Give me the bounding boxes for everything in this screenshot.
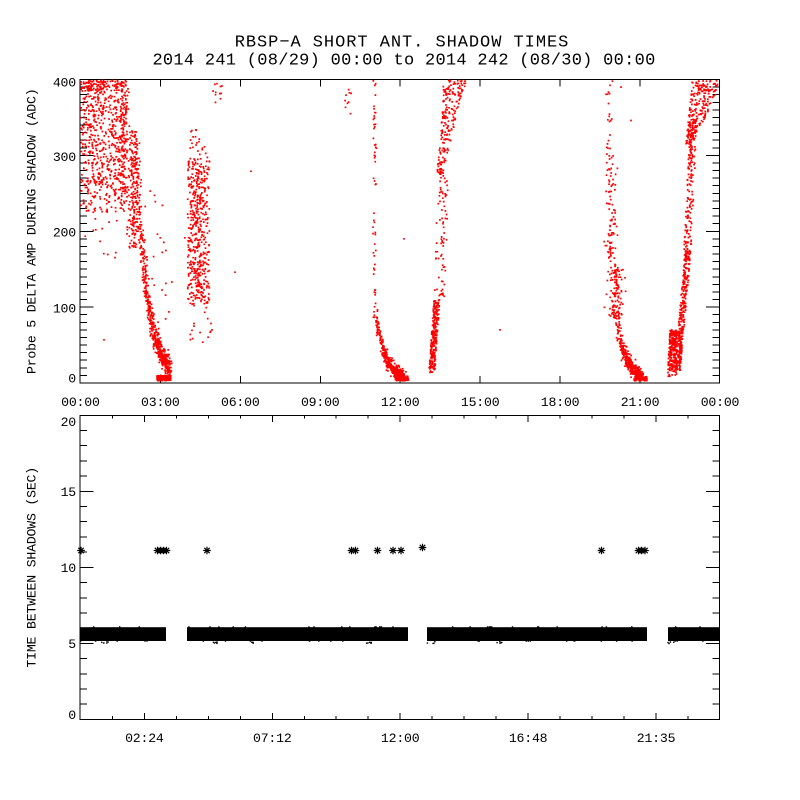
svg-text:02:24: 02:24: [125, 731, 164, 746]
svg-text:00:00: 00:00: [701, 395, 740, 410]
svg-text:Probe 5 DELTA AMP DURING SHADO: Probe 5 DELTA AMP DURING SHADOW (ADC): [25, 89, 40, 374]
svg-text:21:00: 21:00: [621, 395, 660, 410]
svg-text:03:00: 03:00: [141, 395, 180, 410]
svg-text:100: 100: [53, 302, 76, 317]
svg-text:16:48: 16:48: [509, 731, 548, 746]
svg-text:2014 241 (08/29) 00:00 to 2014: 2014 241 (08/29) 00:00 to 2014 242 (08/3…: [152, 52, 655, 71]
svg-text:00:00: 00:00: [61, 395, 100, 410]
svg-text:09:00: 09:00: [301, 395, 340, 410]
svg-text:300: 300: [53, 150, 76, 165]
svg-text:18:00: 18:00: [541, 395, 580, 410]
svg-text:10: 10: [61, 561, 77, 576]
svg-text:TIME BETWEEN SHADOWS (SEC): TIME BETWEEN SHADOWS (SEC): [25, 467, 40, 668]
svg-text:12:00: 12:00: [381, 731, 420, 746]
svg-text:15:00: 15:00: [461, 395, 500, 410]
svg-text:20: 20: [61, 415, 77, 430]
svg-text:5: 5: [68, 637, 76, 652]
svg-text:400: 400: [53, 76, 76, 91]
svg-text:07:12: 07:12: [253, 731, 292, 746]
svg-text:21:35: 21:35: [637, 731, 676, 746]
svg-text:0: 0: [68, 371, 76, 386]
svg-text:15: 15: [61, 485, 77, 500]
svg-text:200: 200: [53, 226, 76, 241]
svg-text:06:00: 06:00: [221, 395, 260, 410]
svg-text:12:00: 12:00: [381, 395, 420, 410]
svg-text:RBSP−A SHORT ANT. SHADOW TIMES: RBSP−A SHORT ANT. SHADOW TIMES: [235, 34, 570, 53]
svg-text:0: 0: [68, 708, 76, 723]
